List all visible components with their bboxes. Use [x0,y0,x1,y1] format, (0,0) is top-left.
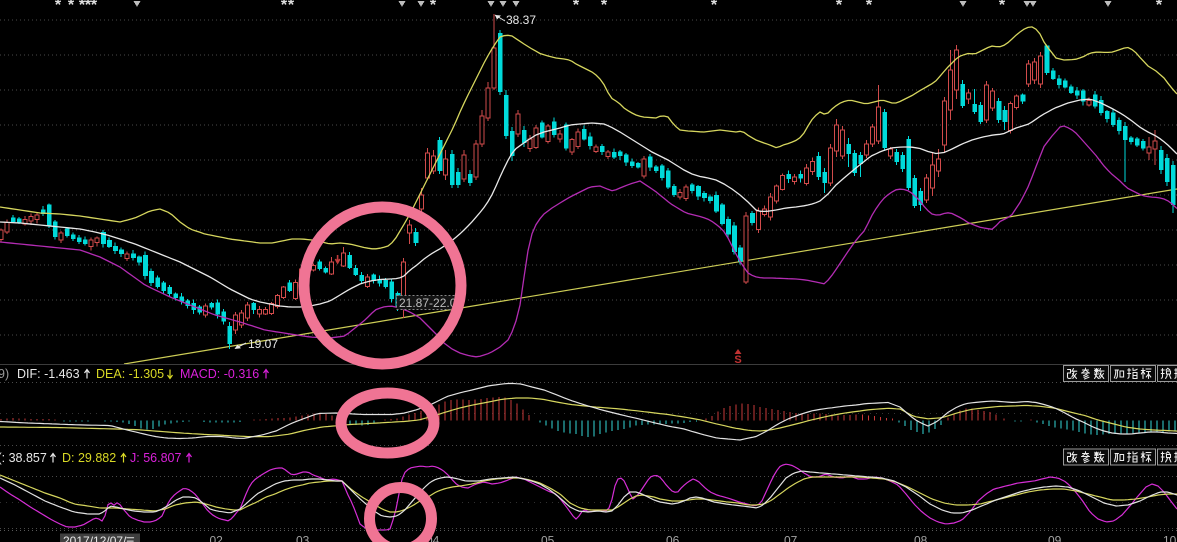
svg-text:*: * [281,0,288,14]
svg-text:05: 05 [541,534,555,542]
svg-text:(: 38.857: (: 38.857 [0,451,47,465]
svg-text:S: S [734,354,741,366]
svg-text:MACD: -0.316: MACD: -0.316 [180,367,259,381]
svg-text:*: * [866,0,873,14]
svg-text:D: 29.882: D: 29.882 [62,451,116,465]
svg-text:*: * [999,0,1006,14]
svg-text:*: * [55,0,62,14]
svg-text:2017/12/07/: 2017/12/07/ [63,534,127,542]
svg-text:9): 9) [0,367,9,381]
svg-text:*: * [288,0,295,14]
svg-text:*: * [601,0,608,14]
svg-text:03: 03 [296,534,310,542]
svg-text:DIF: -1.463: DIF: -1.463 [17,367,80,381]
svg-text:08: 08 [914,534,928,542]
svg-text:*: * [430,0,437,14]
svg-text:*: * [68,0,75,14]
svg-text:07: 07 [784,534,798,542]
svg-text:*: * [85,0,92,14]
svg-text:09: 09 [1048,534,1062,542]
svg-text:02: 02 [210,534,224,542]
svg-text:38.37: 38.37 [506,13,536,27]
svg-text:*: * [91,0,98,14]
svg-text:*: * [573,0,580,14]
svg-text:10: 10 [1163,534,1177,542]
svg-text:19.07: 19.07 [248,337,278,351]
svg-text:*: * [1156,0,1163,14]
svg-text:J: 56.807: J: 56.807 [130,451,181,465]
svg-text:*: * [836,0,843,14]
svg-text:21.87-22.0: 21.87-22.0 [399,296,457,310]
svg-text:*: * [79,0,86,14]
svg-text:*: * [711,0,718,14]
svg-text:DEA: -1.305: DEA: -1.305 [96,367,164,381]
svg-text:06: 06 [666,534,680,542]
svg-text:04: 04 [426,534,440,542]
